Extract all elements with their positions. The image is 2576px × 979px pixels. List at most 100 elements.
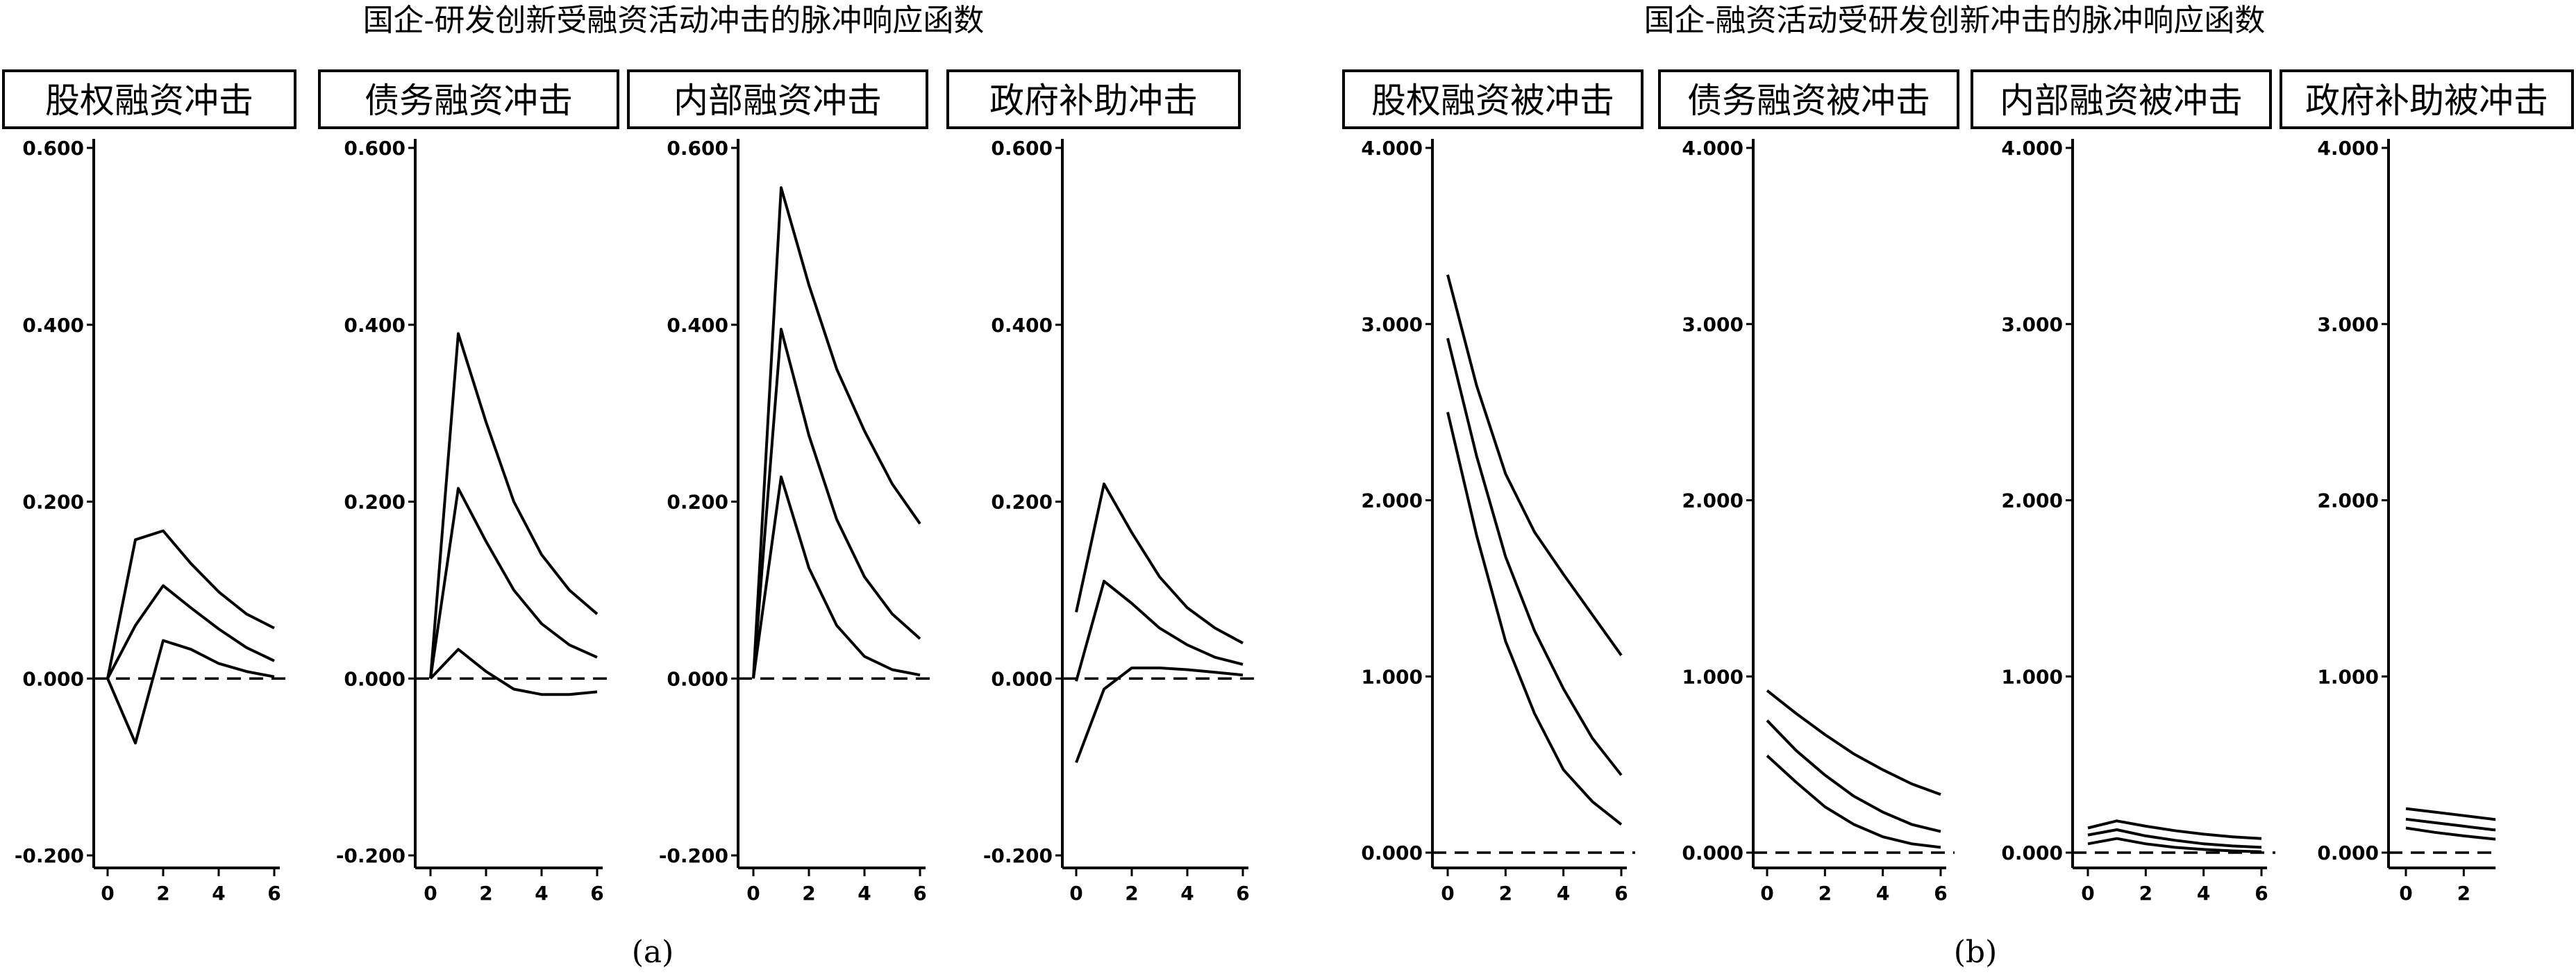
lower-bound-line xyxy=(2405,826,2496,841)
y-tick-label: -0.200 xyxy=(15,844,84,867)
upper-bound-line xyxy=(106,529,275,679)
x-tick-label: 0 xyxy=(2081,882,2094,905)
y-tick-label: 3.000 xyxy=(1682,313,1743,336)
x-tick-label: 0 xyxy=(1760,882,1773,905)
x-tick-label: 0 xyxy=(101,882,114,905)
y-tick-label: 4.000 xyxy=(2317,137,2379,160)
y-tick-label: 0.000 xyxy=(22,667,84,690)
x-tick-label: 2 xyxy=(802,882,815,905)
impulse-response-line xyxy=(429,487,598,679)
y-tick-label: 0.200 xyxy=(344,491,405,514)
panel-title-box xyxy=(1971,69,2272,129)
impulse-response-line xyxy=(1075,580,1244,682)
figure-b-label: (b) xyxy=(1953,935,1998,970)
impulse-response-line xyxy=(2087,828,2262,849)
y-tick-label: 4.000 xyxy=(2001,137,2063,160)
y-tick-label: 3.000 xyxy=(1361,313,1423,336)
upper-bound-line xyxy=(2405,807,2496,821)
panel-title-box xyxy=(2280,69,2574,129)
panel-title-box xyxy=(2,69,296,129)
y-tick-label: 0.400 xyxy=(344,314,405,337)
x-tick-label: 4 xyxy=(212,882,225,905)
panel-title-box xyxy=(627,69,928,129)
y-tick-label: 1.000 xyxy=(2001,665,2063,688)
upper-bound-line xyxy=(429,332,599,679)
y-tick-label: 3.000 xyxy=(2001,313,2063,336)
y-tick-label: 0.000 xyxy=(667,667,728,690)
y-tick-label: 0.600 xyxy=(667,137,728,160)
y-tick-label: 0.000 xyxy=(2317,842,2379,864)
y-tick-label: 0.600 xyxy=(344,137,405,160)
x-tick-label: 4 xyxy=(1180,882,1194,905)
panel-title: 股权融资被冲击 xyxy=(1371,81,1614,121)
y-tick-label: 1.000 xyxy=(1682,665,1743,688)
y-tick-label: 0.000 xyxy=(1682,842,1743,864)
y-tick-label: 3.000 xyxy=(2317,313,2379,336)
y-tick-label: 0.400 xyxy=(991,314,1053,337)
x-tick-label: 0 xyxy=(1441,882,1454,905)
x-tick-label: 2 xyxy=(1499,882,1512,905)
impulse-response-line xyxy=(2405,817,2496,832)
panel-title: 内部融资被冲击 xyxy=(2000,81,2243,121)
panel-title: 政府补助被冲击 xyxy=(2305,81,2548,121)
panel-title: 内部融资冲击 xyxy=(674,81,882,121)
y-tick-label: 2.000 xyxy=(2317,489,2379,512)
y-tick-label: 2.000 xyxy=(1682,489,1743,512)
panel-title-box xyxy=(318,69,619,129)
lower-bound-line xyxy=(1766,754,1941,849)
x-tick-label: 2 xyxy=(2139,882,2152,905)
y-tick-label: 0.000 xyxy=(344,667,405,690)
x-tick-label: 2 xyxy=(156,882,169,905)
y-tick-label: 4.000 xyxy=(1361,137,1423,160)
x-tick-label: 6 xyxy=(1934,882,1947,905)
x-tick-label: 0 xyxy=(2399,882,2412,905)
x-tick-label: 4 xyxy=(1876,882,1889,905)
y-tick-label: 0.400 xyxy=(667,314,728,337)
lower-bound-line xyxy=(1446,412,1623,826)
x-tick-label: 0 xyxy=(424,882,437,905)
y-tick-label: 0.600 xyxy=(991,137,1053,160)
figure-b-title: 国企-融资活动受研发创新冲击的脉冲响应函数 xyxy=(1644,3,2266,38)
impulse-response-line xyxy=(1446,337,1623,776)
y-tick-label: -0.200 xyxy=(336,844,405,867)
x-tick-label: 4 xyxy=(1557,882,1570,905)
x-tick-label: 6 xyxy=(1236,882,1249,905)
x-tick-label: 2 xyxy=(2457,882,2470,905)
upper-bound-line xyxy=(1446,274,1623,656)
upper-bound-line xyxy=(1075,483,1244,645)
upper-bound-line xyxy=(752,186,921,679)
y-tick-label: 0.000 xyxy=(1361,842,1423,864)
x-tick-label: 6 xyxy=(1614,882,1628,905)
x-tick-label: 6 xyxy=(913,882,926,905)
x-tick-label: 6 xyxy=(2255,882,2268,905)
lower-bound-line xyxy=(429,648,598,696)
y-tick-label: 0.400 xyxy=(22,314,84,337)
lower-bound-line xyxy=(106,639,275,745)
x-tick-label: 2 xyxy=(1125,882,1138,905)
panel-title-box xyxy=(1658,69,1959,129)
y-tick-label: -0.200 xyxy=(659,844,728,867)
figure-a-label: (a) xyxy=(631,935,674,970)
figure-a-title: 国企-研发创新受融资活动冲击的脉冲响应函数 xyxy=(362,3,985,38)
y-tick-label: -0.200 xyxy=(983,844,1053,867)
lower-bound-line xyxy=(2087,837,2262,853)
panel-title: 债务融资被冲击 xyxy=(1687,81,1930,121)
panel-title-box xyxy=(1342,69,1644,129)
panel-title: 股权融资冲击 xyxy=(45,81,253,121)
y-tick-label: 0.200 xyxy=(991,491,1053,514)
panel-title: 政府补助冲击 xyxy=(989,81,1198,121)
y-tick-label: 0.600 xyxy=(22,137,84,160)
y-tick-label: 0.200 xyxy=(22,491,84,514)
x-tick-label: 0 xyxy=(1069,882,1082,905)
upper-bound-line xyxy=(1766,689,1941,796)
x-tick-label: 6 xyxy=(267,882,281,905)
y-tick-label: 0.000 xyxy=(991,667,1053,690)
x-tick-label: 4 xyxy=(535,882,548,905)
impulse-response-line xyxy=(1766,719,1941,833)
y-tick-label: 2.000 xyxy=(1361,489,1423,512)
impulse-response-line xyxy=(106,584,275,680)
upper-bound-line xyxy=(2087,819,2262,840)
panel-title: 债务融资冲击 xyxy=(365,81,573,121)
lower-bound-line xyxy=(752,475,921,679)
